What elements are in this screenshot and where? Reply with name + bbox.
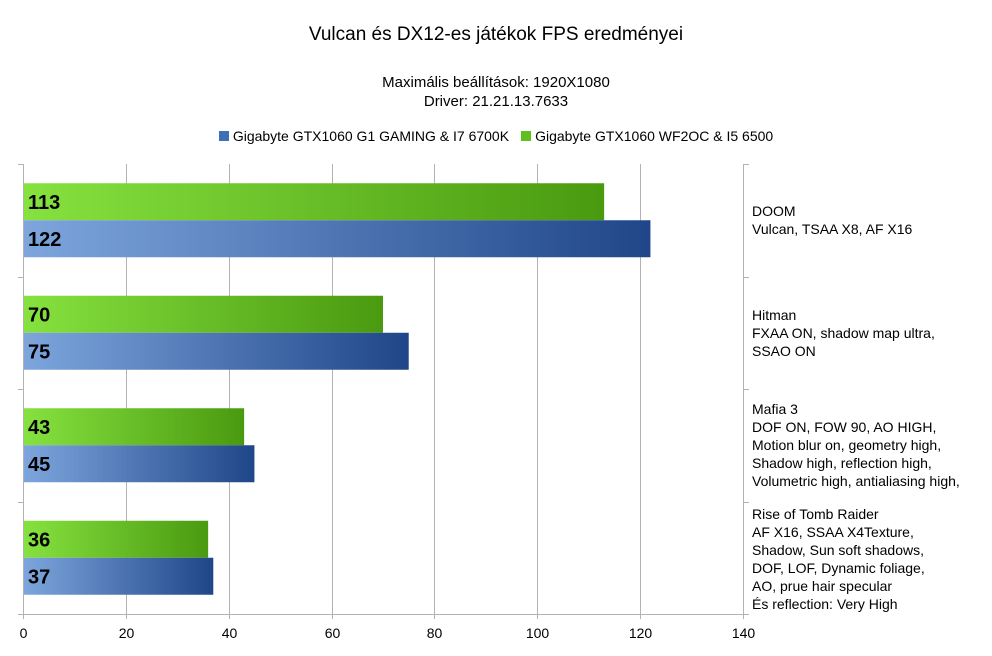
subtitle-line-driver: Driver: 21.21.13.7633 xyxy=(423,93,569,110)
legend-label-series-2: Gigabyte GTX1060 WF2OC & I5 6500 xyxy=(535,128,774,144)
bar-series-1-cat-2 xyxy=(23,332,409,370)
category-detail-4-4: AO, prue hair specular xyxy=(752,578,893,594)
category-detail-4-1: AF X16, SSAA X4Texture, xyxy=(752,524,914,540)
category-label-2: Hitman FXAA ON, shadow map ultra, SSAO ON xyxy=(752,306,935,360)
category-detail-3-2: Motion blur on, geometry high, xyxy=(752,437,942,453)
data-label-series-1-cat-2: 75 xyxy=(28,341,50,363)
category-detail-2-2: SSAO ON xyxy=(752,343,816,359)
x-tick-label-120: 120 xyxy=(629,625,653,641)
category-label-1: DOOM Vulcan, TSAA X8, AF X16 xyxy=(752,202,912,238)
chart-title: Vulcan és DX12-es játékok FPS eredményei xyxy=(308,24,684,45)
category-name-1: DOOM xyxy=(752,203,796,219)
data-label-series-2-cat-2: 70 xyxy=(28,304,50,326)
chart-legend: Gigabyte GTX1060 G1 GAMING & I7 6700K Gi… xyxy=(0,128,992,144)
data-label-series-1-cat-4: 37 xyxy=(28,566,50,588)
x-tick-label-40: 40 xyxy=(222,625,238,641)
bar-series-2-cat-3 xyxy=(23,408,245,446)
category-detail-4-5: És reflection: Very High xyxy=(752,596,898,612)
data-label-series-2-cat-1: 113 xyxy=(28,192,60,214)
data-label-series-1-cat-3: 45 xyxy=(28,454,50,476)
bar-series-2-cat-1 xyxy=(23,183,605,221)
category-name-3: Mafia 3 xyxy=(752,401,798,417)
data-label-series-1-cat-1: 122 xyxy=(28,229,61,251)
category-detail-4-2: Shadow, Sun soft shadows, xyxy=(752,542,924,558)
category-detail-1-1: Vulcan, TSAA X8, AF X16 xyxy=(752,221,913,237)
x-tick-label-100: 100 xyxy=(526,625,550,641)
data-label-series-2-cat-4: 36 xyxy=(28,529,50,551)
x-tick-label-140: 140 xyxy=(732,625,756,641)
x-tick-label-80: 80 xyxy=(427,625,443,641)
legend-item-series-2: Gigabyte GTX1060 WF2OC & I5 6500 xyxy=(521,128,773,144)
x-tick-label-0: 0 xyxy=(20,625,28,641)
x-tick-label-60: 60 xyxy=(325,625,341,641)
bar-series-1-cat-1 xyxy=(23,220,651,258)
bar-series-2-cat-4 xyxy=(23,520,209,558)
category-detail-2-1: FXAA ON, shadow map ultra, xyxy=(752,325,935,341)
bar-series-2-cat-2 xyxy=(23,295,383,333)
legend-swatch-series-2 xyxy=(521,131,532,141)
category-detail-3-4: Volumetric high, antialiasing high, xyxy=(752,473,960,489)
bar-series-1-cat-3 xyxy=(23,445,255,483)
subtitle-line-settings: Maximális beállítások: 1920X1080 xyxy=(382,74,610,91)
category-detail-4-3: DOF, LOF, Dynamic foliage, xyxy=(752,560,925,576)
chart-subtitle: Maximális beállítások: 1920X1080 Driver:… xyxy=(0,73,992,111)
category-detail-3-3: Shadow high, reflection high, xyxy=(752,455,932,471)
data-label-series-2-cat-3: 43 xyxy=(28,417,50,439)
x-tick-label-20: 20 xyxy=(119,625,135,641)
category-label-3: Mafia 3 DOF ON, FOW 90, AO HIGH, Motion bl… xyxy=(752,400,960,490)
category-label-4: Rise of Tomb Raider AF X16, SSAA X4Textur… xyxy=(752,505,925,613)
legend-item-series-1: Gigabyte GTX1060 G1 GAMING & I7 6700K xyxy=(218,128,510,144)
legend-label-series-1: Gigabyte GTX1060 G1 GAMING & I7 6700K xyxy=(232,128,510,144)
category-name-2: Hitman xyxy=(752,307,797,323)
category-name-4: Rise of Tomb Raider xyxy=(752,506,879,522)
legend-swatch-series-1 xyxy=(218,131,229,141)
bar-series-1-cat-4 xyxy=(23,557,214,595)
category-detail-3-1: DOF ON, FOW 90, AO HIGH, xyxy=(752,419,937,435)
